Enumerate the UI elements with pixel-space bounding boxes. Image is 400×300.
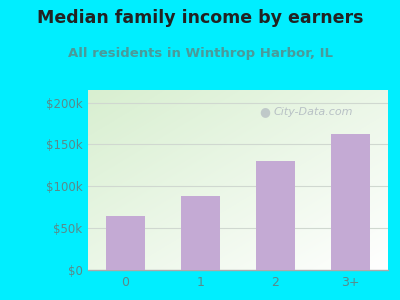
- Bar: [331, 134, 370, 270]
- Bar: [181, 196, 220, 270]
- Bar: [256, 161, 295, 270]
- Text: All residents in Winthrop Harbor, IL: All residents in Winthrop Harbor, IL: [68, 46, 332, 59]
- Text: Median family income by earners: Median family income by earners: [37, 9, 363, 27]
- Text: ●: ●: [259, 105, 270, 118]
- Bar: [106, 216, 145, 270]
- Text: City-Data.com: City-Data.com: [274, 106, 354, 117]
